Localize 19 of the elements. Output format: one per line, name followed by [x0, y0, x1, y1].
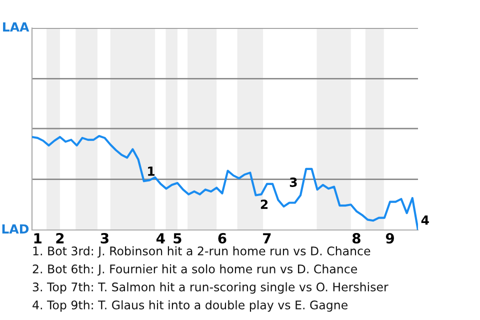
annotation: 3: [290, 177, 297, 187]
annotation: 1: [148, 166, 154, 176]
text: 4. Top 9th: T. Glaus hit into a double play vs E. Gagne: [32, 300, 348, 312]
text: LAA: [3, 22, 30, 32]
text: 1. Bot 3rd: J. Robinson hit a 2-run home run vs D. Chance: [33, 246, 370, 258]
x-tick-label: 6: [218, 233, 226, 244]
x-tick-label: 1: [34, 233, 42, 244]
annotation: 2: [260, 200, 268, 209]
x-tick-label: 2: [56, 233, 64, 244]
x-tick-label: 9: [386, 233, 394, 244]
x-tick-label: 5: [174, 233, 182, 244]
text: 4: [421, 216, 429, 225]
text: 3. Top 7th: T. Salmon hit a run-scoring single vs O. Hershiser: [32, 282, 388, 294]
text: LAD: [2, 224, 29, 234]
x-tick-label: 4: [156, 233, 165, 244]
x-tick-label: 3: [100, 233, 108, 244]
x-tick-label: 8: [352, 233, 360, 244]
x-tick-label: 7: [263, 233, 271, 244]
text: 2. Bot 6th: J. Fournier hit a solo home run vs D. Chance: [32, 264, 358, 276]
